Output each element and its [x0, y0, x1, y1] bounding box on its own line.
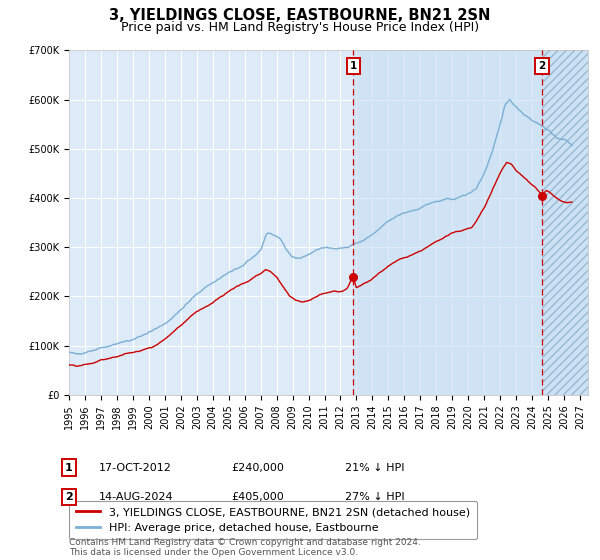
Text: 1: 1 [65, 463, 73, 473]
Bar [353, 50, 542, 395]
Legend: 3, YIELDINGS CLOSE, EASTBOURNE, BN21 2SN (detached house), HPI: Average price, d: 3, YIELDINGS CLOSE, EASTBOURNE, BN21 2SN… [69, 501, 477, 539]
Text: Contains HM Land Registry data © Crown copyright and database right 2024.
This d: Contains HM Land Registry data © Crown c… [69, 538, 421, 557]
Text: £240,000: £240,000 [231, 463, 284, 473]
Text: Price paid vs. HM Land Registry's House Price Index (HPI): Price paid vs. HM Land Registry's House … [121, 21, 479, 34]
Text: 21% ↓ HPI: 21% ↓ HPI [345, 463, 404, 473]
Text: 2: 2 [65, 492, 73, 502]
Text: 2: 2 [538, 61, 545, 71]
Text: 14-AUG-2024: 14-AUG-2024 [99, 492, 173, 502]
Bar [542, 50, 588, 395]
Text: 17-OCT-2012: 17-OCT-2012 [99, 463, 172, 473]
Text: 1: 1 [349, 61, 357, 71]
Text: £405,000: £405,000 [231, 492, 284, 502]
Text: 27% ↓ HPI: 27% ↓ HPI [345, 492, 404, 502]
Text: 3, YIELDINGS CLOSE, EASTBOURNE, BN21 2SN: 3, YIELDINGS CLOSE, EASTBOURNE, BN21 2SN [109, 8, 491, 24]
